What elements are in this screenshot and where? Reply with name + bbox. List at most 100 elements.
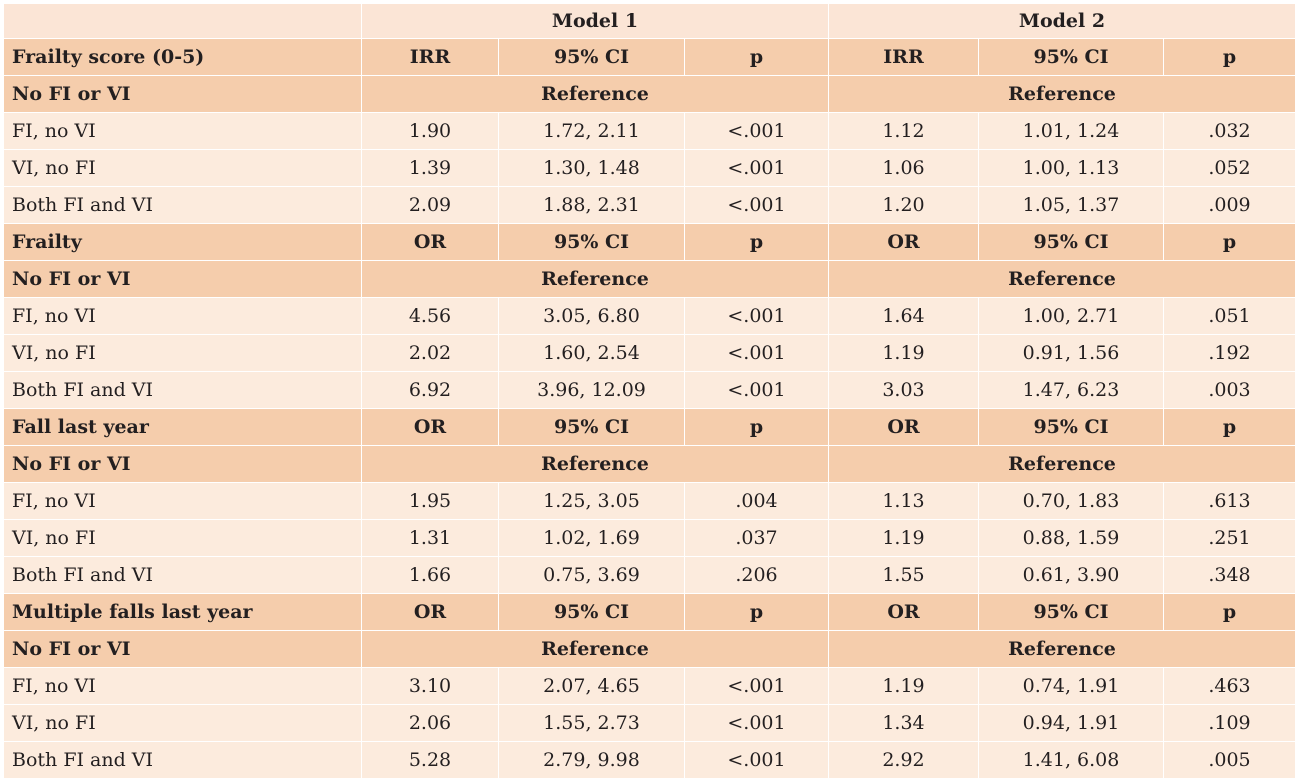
column-header: p (1163, 408, 1296, 446)
table-row: VI, no FI 1.31 1.02, 1.69.037 1.19 0.88, 1.5… (3, 519, 1296, 557)
model-1-ci: 3.05, 6.80 (498, 297, 685, 335)
model-1-p-value: <.001 (684, 112, 829, 150)
column-header: p (1163, 223, 1296, 261)
row-label: VI, no FI (3, 334, 362, 372)
model-1-p-value: .004 (684, 482, 829, 520)
model-2-reference: Reference (828, 445, 1296, 483)
table-row: FI, no VI 3.10 2.07, 4.65 <.001 1.19 0.74, 1.… (3, 667, 1296, 705)
reference-row: No FI or VI Reference Reference (3, 630, 1296, 668)
model-2-ci: 1.01, 1.24 (978, 112, 1164, 150)
row-label: Both FI and VI (3, 556, 362, 594)
model-2-estimate: 1.20 (828, 186, 979, 224)
section-header-row: Frailty OR 95% CI p OR 95% CI p (3, 223, 1296, 261)
model-2-reference: Reference (828, 75, 1296, 113)
model-header-row: Model 1 Model 2 (3, 3, 1296, 39)
model-1-ci: 2.07, 4.65 (498, 667, 685, 705)
model-2-p-value: .051 (1163, 297, 1296, 335)
table-body: Model 1 Model 2 Frailty score (0-5) IRR 95… (3, 3, 1296, 779)
model-2-ci: 1.00, 2.71 (978, 297, 1164, 335)
model-1-ci: 1.02, 1.69 (498, 519, 685, 557)
section-title: Fall last year (3, 408, 362, 446)
model-2-p-value: .003 (1163, 371, 1296, 409)
model-2-ci: 1.05, 1.37 (978, 186, 1164, 224)
model-1-ci: 1.55, 2.73 (498, 704, 685, 742)
reference-row: No FI or VI Reference Reference (3, 75, 1296, 113)
model-2-estimate: 1.19 (828, 667, 979, 705)
model-1-p-value: <.001 (684, 186, 829, 224)
column-header: p (684, 38, 829, 76)
model-1-reference: Reference (361, 445, 829, 483)
model-2-estimate: 1.13 (828, 482, 979, 520)
reference-label: No FI or VI (3, 75, 362, 113)
row-label: VI, no FI (3, 519, 362, 557)
model-1-p-value: .206 (684, 556, 829, 594)
section-header-row: Multiple falls last year OR 95% CI p OR 95% C… (3, 593, 1296, 631)
model-1-p-value: <.001 (684, 741, 829, 779)
results-table: Model 1 Model 2 Frailty score (0-5) IRR 95… (3, 3, 1296, 779)
table-row: VI, no FI 2.06 1.55, 2.73 <.001 1.34 0.94, 1.… (3, 704, 1296, 742)
reference-row: No FI or VI Reference Reference (3, 260, 1296, 298)
model-2-p-value: .613 (1163, 482, 1296, 520)
model-1-p-value: <.001 (684, 334, 829, 372)
section-title: Frailty score (0-5) (3, 38, 362, 76)
model-1-header: Model 1 (361, 3, 829, 39)
column-header: 95% CI (978, 408, 1164, 446)
column-header: IRR (828, 38, 979, 76)
table-row: FI, no VI 1.95 1.25, 3.05.004 1.13 0.70, 1.8… (3, 482, 1296, 520)
reference-label: No FI or VI (3, 260, 362, 298)
row-label: FI, no VI (3, 297, 362, 335)
model-1-estimate: 1.95 (361, 482, 499, 520)
model-2-ci: 0.70, 1.83 (978, 482, 1164, 520)
model-2-header: Model 2 (828, 3, 1296, 39)
section-header-row: Frailty score (0-5) IRR 95% CI p IRR 95% CI p (3, 38, 1296, 76)
column-header: 95% CI (978, 223, 1164, 261)
column-header: OR (828, 223, 979, 261)
table-row: Both FI and VI 2.09 1.88, 2.31 <.001 1.20 1.0… (3, 186, 1296, 224)
model-1-p-value: .037 (684, 519, 829, 557)
model-1-ci: 1.72, 2.11 (498, 112, 685, 150)
model-1-p-value: <.001 (684, 149, 829, 187)
column-header: 95% CI (498, 408, 685, 446)
row-label: Both FI and VI (3, 186, 362, 224)
table-row: Both FI and VI 1.66 0.75, 3.69.206 1.55 0.61… (3, 556, 1296, 594)
row-label: FI, no VI (3, 482, 362, 520)
model-2-ci: 1.00, 1.13 (978, 149, 1164, 187)
model-1-estimate: 3.10 (361, 667, 499, 705)
model-2-estimate: 3.03 (828, 371, 979, 409)
column-header: OR (828, 408, 979, 446)
column-header: p (684, 223, 829, 261)
column-header: 95% CI (978, 38, 1164, 76)
model-1-ci: 1.25, 3.05 (498, 482, 685, 520)
column-header: p (684, 408, 829, 446)
table-row: FI, no VI 4.56 3.05, 6.80 <.001 1.64 1.00, 2.… (3, 297, 1296, 335)
model-2-ci: 0.91, 1.56 (978, 334, 1164, 372)
model-1-reference: Reference (361, 260, 829, 298)
section-header-row: Fall last year OR 95% CI p OR 95% CI p (3, 408, 1296, 446)
section-title: Multiple falls last year (3, 593, 362, 631)
model-1-ci: 1.60, 2.54 (498, 334, 685, 372)
row-label: Both FI and VI (3, 371, 362, 409)
table-row: FI, no VI 1.90 1.72, 2.11 <.001 1.12 1.01, 1.… (3, 112, 1296, 150)
column-header: IRR (361, 38, 499, 76)
model-2-estimate: 1.34 (828, 704, 979, 742)
column-header: 95% CI (498, 223, 685, 261)
column-header: OR (828, 593, 979, 631)
model-2-estimate: 1.55 (828, 556, 979, 594)
model-2-reference: Reference (828, 260, 1296, 298)
reference-label: No FI or VI (3, 630, 362, 668)
row-label: FI, no VI (3, 112, 362, 150)
model-2-p-value: .009 (1163, 186, 1296, 224)
model-2-estimate: 2.92 (828, 741, 979, 779)
model-1-p-value: <.001 (684, 297, 829, 335)
table-row: VI, no FI 1.39 1.30, 1.48 <.001 1.06 1.00, 1.… (3, 149, 1296, 187)
row-label: VI, no FI (3, 149, 362, 187)
model-2-p-value: .109 (1163, 704, 1296, 742)
model-1-reference: Reference (361, 75, 829, 113)
column-header: 95% CI (498, 38, 685, 76)
table-row: Both FI and VI 6.92 3.96, 12.09 <.001 3.03 1.… (3, 371, 1296, 409)
model-1-ci: 1.30, 1.48 (498, 149, 685, 187)
table-row: VI, no FI 2.02 1.60, 2.54 <.001 1.19 0.91, 1.… (3, 334, 1296, 372)
column-header: p (684, 593, 829, 631)
model-1-p-value: <.001 (684, 371, 829, 409)
model-2-estimate: 1.06 (828, 149, 979, 187)
